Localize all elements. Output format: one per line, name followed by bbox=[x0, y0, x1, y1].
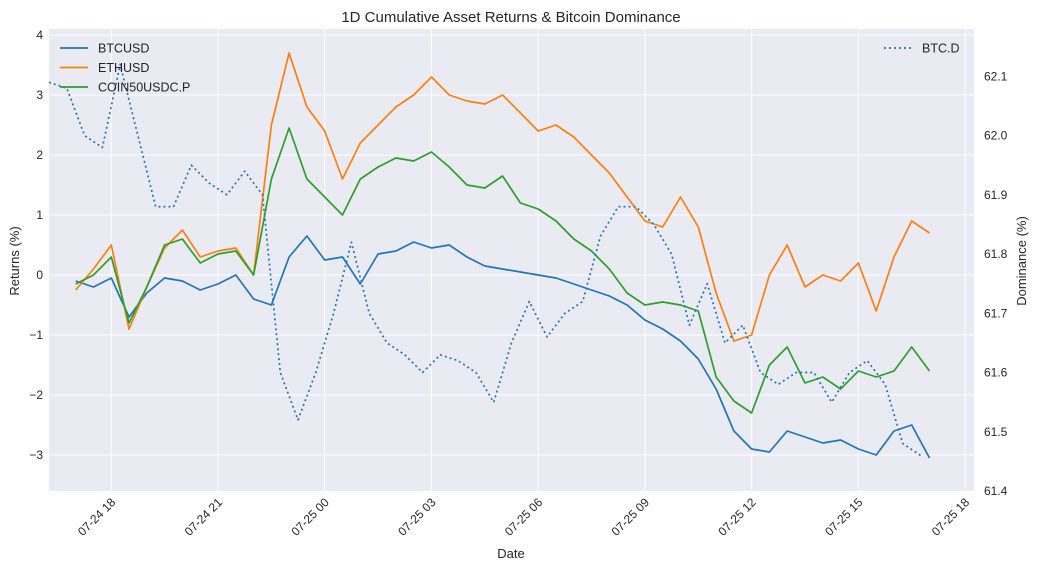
x-tick-label: 07-25 18 bbox=[929, 495, 973, 539]
y2-tick-label: 61.9 bbox=[984, 188, 1008, 202]
y2-tick-label: 61.6 bbox=[984, 366, 1008, 380]
y2-tick-label: 61.5 bbox=[984, 425, 1008, 439]
y-tick-label: 3 bbox=[36, 88, 43, 102]
legend-label: BTC.D bbox=[922, 42, 960, 56]
legend-right: BTC.D bbox=[884, 42, 960, 56]
y-axis-label: Returns (%) bbox=[7, 226, 22, 295]
y-tick-label: −1 bbox=[29, 328, 43, 342]
y2-tick-label: 61.7 bbox=[984, 306, 1008, 320]
x-tick-label: 07-25 15 bbox=[822, 495, 866, 539]
y-tick-label: −2 bbox=[29, 388, 43, 402]
x-axis-label: Date bbox=[497, 546, 524, 561]
legend-label: BTCUSD bbox=[98, 42, 149, 56]
y2-tick-label: 62.1 bbox=[984, 69, 1008, 83]
y-tick-label: 1 bbox=[36, 208, 43, 222]
grid-layer bbox=[49, 29, 974, 491]
series-layer bbox=[48, 52, 931, 459]
x-tick-label: 07-25 00 bbox=[288, 495, 332, 539]
x-tick-label: 07-25 12 bbox=[715, 495, 759, 539]
plot-background bbox=[49, 29, 974, 491]
legend-left: BTCUSD ETHUSD COIN50USDC.P bbox=[60, 42, 190, 95]
y-tick-label: 2 bbox=[36, 148, 43, 162]
y2-tick-label: 61.4 bbox=[984, 484, 1008, 498]
y2-tick-label: 62.0 bbox=[984, 129, 1008, 143]
y2-axis-label: Dominance (%) bbox=[1014, 216, 1029, 306]
x-tick-label: 07-25 06 bbox=[502, 495, 546, 539]
series-line-btcusd bbox=[75, 235, 931, 459]
x-tick-label: 07-25 09 bbox=[609, 495, 653, 539]
y-tick-label: −3 bbox=[29, 448, 43, 462]
series-line-btc-d bbox=[48, 63, 922, 457]
y-tick-label: 4 bbox=[36, 28, 43, 42]
y2-tick-label: 61.8 bbox=[984, 247, 1008, 261]
series-line-coin50usdc-p bbox=[75, 127, 931, 414]
x-tick-label: 07-25 03 bbox=[395, 495, 439, 539]
legend-label: ETHUSD bbox=[98, 61, 149, 75]
x-tick-label: 07-24 21 bbox=[182, 495, 226, 539]
x-tick-label: 07-24 18 bbox=[75, 495, 119, 539]
chart-title: 1D Cumulative Asset Returns & Bitcoin Do… bbox=[341, 9, 680, 26]
series-line-ethusd bbox=[75, 52, 930, 342]
y-tick-label: 0 bbox=[36, 268, 43, 282]
legend-label: COIN50USDC.P bbox=[98, 81, 190, 95]
